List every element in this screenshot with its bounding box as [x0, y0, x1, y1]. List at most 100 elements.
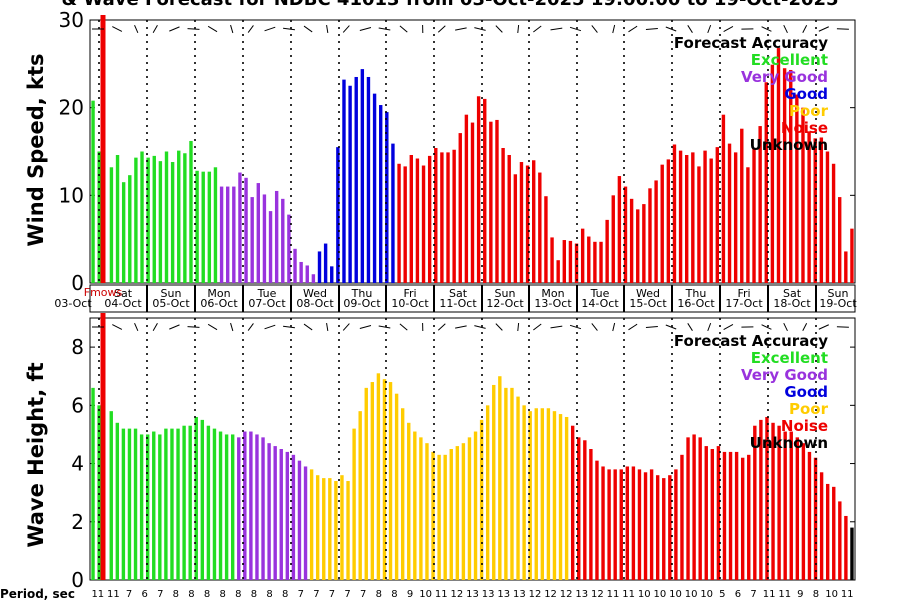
wind-bar: [574, 243, 579, 283]
wind-bar: [715, 147, 719, 283]
wave-y-tick-label: 4: [71, 452, 84, 476]
direction-arrow: [112, 26, 123, 32]
wave-bar: [467, 437, 472, 580]
wave-bar: [655, 475, 660, 580]
wind-bar: [207, 171, 212, 283]
wave-bar: [668, 475, 672, 580]
day-name-label: Fri: [403, 287, 416, 300]
direction-arrow: [134, 322, 139, 332]
wind-y-tick-label: 30: [59, 8, 84, 32]
wind-bar: [287, 214, 291, 283]
period-value: 8: [220, 589, 226, 600]
wave-bar: [303, 466, 308, 580]
day-strip-frame: [89, 284, 856, 313]
wave-bar: [540, 408, 545, 580]
direction-arrow: [152, 25, 158, 33]
wave-bar: [164, 428, 168, 580]
wave-bar: [613, 469, 617, 580]
wave-bar: [534, 408, 538, 580]
wave-legend-item: Excellent: [751, 349, 828, 367]
wave-bar: [583, 440, 587, 580]
direction-arrow: [359, 27, 372, 31]
direction-arrow: [818, 324, 829, 330]
period-value: 10: [685, 589, 698, 600]
period-value: 8: [173, 589, 179, 600]
direction-arrow: [645, 28, 658, 30]
wind-bar: [617, 176, 622, 283]
wave-bar: [340, 475, 344, 580]
wind-bar: [642, 204, 646, 283]
wave-bar: [510, 387, 514, 580]
direction-arrow: [802, 322, 808, 332]
wave-bar: [832, 486, 836, 580]
day-date-label: 03-Oct: [54, 297, 92, 310]
wind-bar: [483, 98, 487, 284]
direction-arrow: [437, 323, 446, 331]
direction-arrow: [247, 25, 254, 33]
direction-arrow: [169, 26, 180, 32]
wind-bar: [678, 150, 683, 283]
wind-bar: [789, 69, 793, 283]
wind-bar: [489, 121, 493, 284]
wave-bar: [759, 419, 763, 580]
wave-bar: [492, 384, 496, 580]
day-name-label: Sat: [114, 287, 133, 300]
wave-bar: [570, 425, 575, 580]
wave-bar: [109, 411, 113, 580]
wave-bar: [479, 419, 484, 580]
wave-bar: [315, 475, 320, 580]
period-value: 7: [344, 589, 350, 600]
wave-legend-item: Unknown: [750, 434, 828, 452]
wind-bar: [464, 114, 469, 284]
direction-arrow: [264, 26, 276, 32]
wave-legend-item: Good: [784, 383, 828, 401]
wave-bar: [443, 454, 447, 580]
direction-arrow: [455, 325, 467, 329]
wind-bar: [758, 126, 762, 284]
wind-legend-item: Noise: [781, 119, 828, 137]
wave-bar: [188, 425, 192, 580]
wind-bar: [831, 163, 836, 283]
day-date-label: 17-Oct: [725, 297, 763, 310]
wave-bar: [850, 527, 854, 580]
direction-arrow: [326, 322, 329, 332]
period-value: 13: [497, 589, 510, 600]
wave-bar: [255, 434, 259, 580]
wind-bar: [189, 140, 193, 283]
wave-bar: [394, 393, 399, 580]
wind-bar: [170, 162, 175, 283]
wind-bar: [403, 166, 407, 283]
day-name-label: Thu: [685, 287, 707, 300]
period-value: 8: [376, 589, 382, 600]
day-name-label: Fri: [737, 287, 750, 300]
direction-arrow: [495, 323, 503, 331]
wind-bar: [183, 153, 187, 283]
wind-bar: [366, 76, 371, 283]
wind-bar: [605, 219, 609, 283]
wave-bar: [637, 469, 642, 580]
day-date-label: 11-Oct: [439, 297, 477, 310]
wave-bar: [230, 434, 235, 580]
period-value: 11: [841, 589, 854, 600]
wind-bar: [795, 94, 799, 284]
period-value: 11: [107, 589, 120, 600]
wind-bar: [513, 174, 518, 283]
period-value: 12: [591, 589, 604, 600]
wind-bar: [128, 175, 132, 283]
day-name-label: Wed: [636, 287, 660, 300]
wind-bar: [330, 266, 334, 283]
direction-arrow: [612, 24, 616, 34]
wave-bar: [807, 451, 812, 580]
direction-arrow: [761, 26, 772, 32]
wave-bar: [212, 428, 217, 580]
wind-bar: [691, 152, 695, 283]
wind-bar: [825, 151, 830, 283]
day-name-label: Thu: [351, 287, 373, 300]
wave-bar: [285, 451, 290, 580]
wave-legend-item: Poor: [789, 400, 829, 418]
direction-arrow: [591, 25, 598, 33]
period-value: 8: [188, 589, 194, 600]
wind-bar: [440, 152, 444, 283]
direction-arrow: [230, 322, 234, 332]
period-value: 7: [313, 589, 319, 600]
